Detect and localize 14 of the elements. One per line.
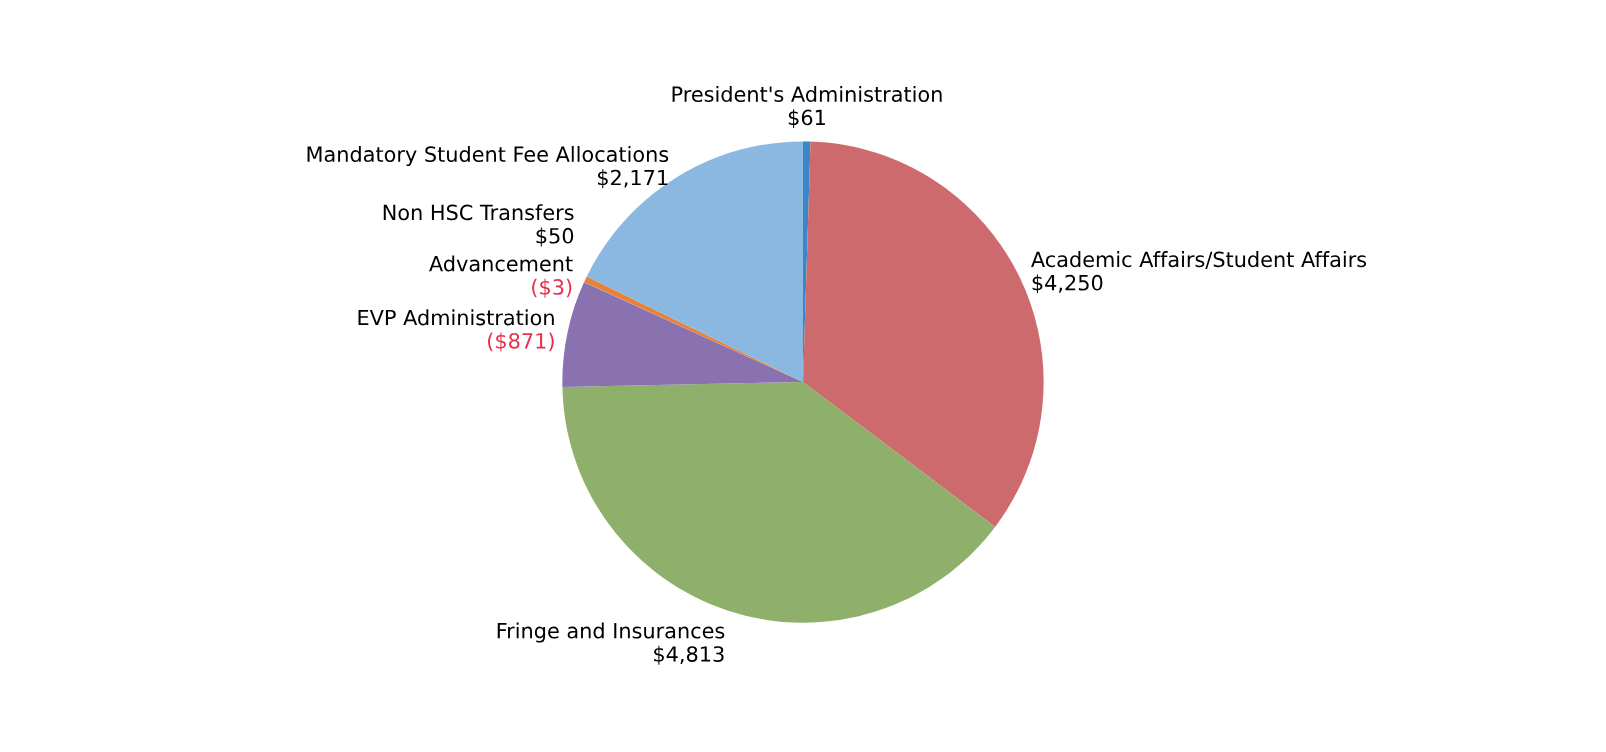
data-label: ($3) [532, 278, 572, 298]
slice-label: President's Administration [672, 85, 942, 103]
data-label: $4,250 [1032, 274, 1103, 294]
data-label: $50 [536, 227, 574, 247]
slice-label: Non HSC Transfers [383, 204, 574, 221]
slice-label: Advancement [429, 255, 573, 272]
data-label: $61 [788, 109, 825, 129]
slice-label: EVP Administration [358, 309, 554, 326]
slice-label: Mandatory Student Fee Allocations [307, 145, 669, 167]
slice-label: Fringe and Insurances [497, 622, 725, 643]
slice-label: Academic Affairs/Student Affairs [1031, 251, 1367, 269]
data-label: $4,813 [654, 645, 724, 665]
data-label: $2,171 [598, 169, 668, 189]
data-label: ($871) [488, 332, 554, 352]
